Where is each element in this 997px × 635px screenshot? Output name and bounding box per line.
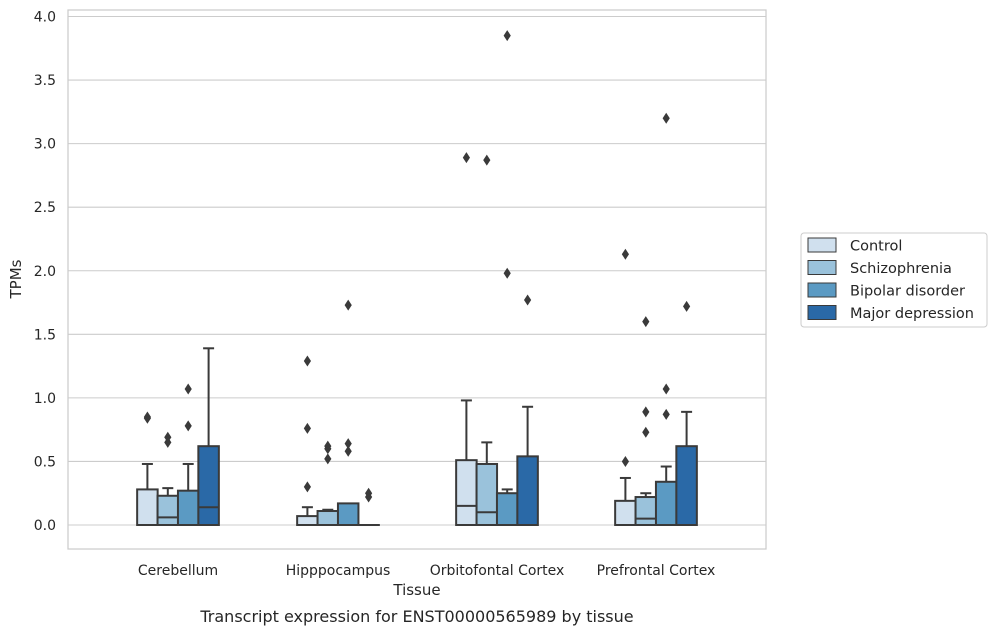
box-iqr	[176, 489, 200, 526]
box-iqr	[156, 494, 180, 527]
outlier-point	[462, 152, 470, 164]
y-tick-label: 1.0	[34, 391, 56, 407]
outlier-point	[303, 481, 311, 493]
box-element	[634, 316, 658, 527]
box-iqr	[316, 510, 340, 526]
box-element	[495, 30, 519, 526]
y-axis-label: TPMs	[7, 259, 25, 299]
box-iqr	[475, 462, 499, 527]
box-element	[136, 411, 159, 526]
outlier-point	[642, 406, 650, 418]
outlier-point	[324, 440, 332, 452]
y-tick-label: 4.0	[34, 10, 56, 26]
outlier-point	[621, 248, 629, 260]
outlier-point	[662, 112, 670, 124]
outlier-point	[164, 431, 172, 443]
y-tick-label: 2.5	[34, 200, 56, 216]
x-axis-ticks: Cerebellum Hipppocampus Orbitofontal Corte…	[138, 563, 715, 579]
box-element	[475, 154, 499, 527]
box-iqr	[296, 515, 319, 527]
box-element	[156, 431, 180, 527]
legend-swatch	[807, 237, 837, 253]
outlier-point	[324, 453, 332, 465]
legend-swatch	[807, 282, 837, 298]
box-iqr	[495, 492, 519, 526]
legend-label: Schizophrenia	[850, 261, 952, 277]
outlier-point	[344, 299, 352, 311]
y-tick-label: 0.5	[34, 454, 56, 470]
box-iqr	[136, 488, 159, 526]
outlier-point	[344, 445, 352, 457]
box-iqr	[614, 499, 637, 527]
outlier-point	[365, 487, 373, 499]
x-axis-label: Tissue	[392, 581, 440, 599]
series-schizophrenia	[156, 154, 658, 527]
legend-label: Major depression	[850, 306, 974, 322]
box-element	[614, 248, 637, 527]
box-iqr	[455, 459, 478, 527]
y-tick-label: 3.5	[34, 73, 56, 89]
outlier-point	[303, 355, 311, 367]
box-iqr	[336, 502, 360, 527]
box-element	[316, 440, 340, 526]
outlier-point	[503, 30, 511, 42]
box-element	[675, 300, 698, 526]
series-bipolar-disorder	[176, 30, 678, 527]
box-element	[197, 347, 220, 526]
outlier-point	[184, 383, 192, 395]
box-element	[455, 152, 478, 527]
legend-swatch	[807, 260, 837, 275]
box-element	[296, 355, 319, 527]
box-iqr	[197, 445, 220, 526]
outlier-point	[683, 300, 691, 312]
legend-frame	[800, 232, 988, 328]
outlier-point	[642, 316, 650, 328]
box-element	[357, 487, 380, 527]
legend-label: Control	[850, 239, 902, 255]
box-element	[336, 299, 360, 527]
outlier-point	[503, 267, 511, 279]
legend: Control Schizophrenia Bipolar disorder Majo…	[800, 232, 988, 328]
y-tick-label: 2.0	[34, 264, 56, 280]
grid-lines	[68, 15, 766, 526]
box-element	[516, 294, 539, 527]
box-element	[176, 383, 200, 526]
y-axis-ticks: 0.0 0.5 1.0 1.5 2.0 2.5 3.0 3.5 4.0	[34, 10, 56, 535]
x-tick-label: Hipppocampus	[286, 563, 391, 579]
outlier-point	[662, 408, 670, 420]
x-tick-label: Orbitofontal Cortex	[430, 563, 565, 579]
legend-label: Bipolar disorder	[850, 284, 965, 300]
box-element	[654, 112, 678, 526]
outlier-point	[143, 411, 151, 423]
chart-caption: Transcript expression for ENST0000056598…	[199, 607, 633, 626]
y-tick-label: 1.5	[34, 327, 56, 343]
plot-area-frame	[67, 9, 767, 550]
outlier-point	[344, 438, 352, 450]
x-tick-label: Cerebellum	[138, 563, 218, 579]
outlier-point	[524, 294, 532, 306]
outlier-point	[662, 383, 670, 395]
outlier-point	[621, 455, 629, 467]
box-series-group	[136, 30, 698, 527]
y-tick-label: 0.0	[34, 518, 56, 534]
series-control	[136, 152, 637, 527]
outlier-point	[184, 420, 192, 432]
legend-swatch	[807, 305, 837, 320]
outlier-point	[642, 426, 650, 438]
outlier-point	[483, 154, 491, 166]
box-iqr	[654, 480, 678, 526]
box-iqr	[516, 455, 539, 527]
outlier-point	[303, 422, 311, 434]
box-iqr	[675, 445, 698, 526]
y-tick-label: 3.0	[34, 137, 56, 153]
series-major-depression	[197, 294, 698, 527]
x-tick-label: Prefrontal Cortex	[597, 563, 716, 579]
box-iqr	[634, 496, 658, 527]
